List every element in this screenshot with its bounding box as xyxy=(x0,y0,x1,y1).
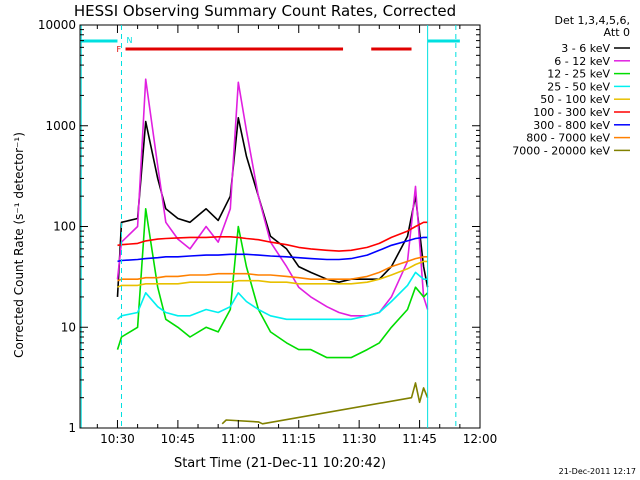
legend-label-2: 12 - 25 keV xyxy=(547,68,610,81)
y-tick-label-4: 10000 xyxy=(38,18,76,32)
plot-border xyxy=(79,24,481,429)
series-line-5 xyxy=(117,221,428,252)
legend-label-4: 50 - 100 keV xyxy=(540,93,610,106)
x-axis-label: Start Time (21-Dec-11 10:20:42) xyxy=(174,456,386,471)
y-tick-label-1: 10 xyxy=(61,320,76,334)
legend-label-1: 6 - 12 keV xyxy=(554,55,610,68)
legend-header-0: Det 1,3,4,5,6, xyxy=(554,14,630,27)
flare-flag-label: F xyxy=(117,45,122,54)
legend-label-3: 25 - 50 keV xyxy=(547,80,610,93)
series-line-4 xyxy=(117,260,428,288)
y-tick-label-0: 1 xyxy=(68,421,76,435)
y-tick-label-3: 1000 xyxy=(45,119,76,133)
x-tick-label-0: 10:30 xyxy=(100,432,135,446)
legend-header-1: Att 0 xyxy=(604,26,630,39)
series-line-8 xyxy=(221,382,429,425)
y-axis-label: Corrected Count Rate (s⁻¹ detector⁻¹) xyxy=(12,132,26,358)
chart-title: HESSI Observing Summary Count Rates, Cor… xyxy=(74,2,456,20)
axes: 10:30 10:45 11:00 11:15 11:30 11:45 12:00 1 10 10… xyxy=(38,18,497,446)
legend-label-8: 7000 - 20000 keV xyxy=(512,144,610,157)
series-line-2 xyxy=(116,208,429,359)
plot-area xyxy=(79,24,481,429)
x-tick-label-1: 10:45 xyxy=(161,432,196,446)
footer-timestamp: 21-Dec-2011 12:17 xyxy=(559,467,636,476)
y-tick-label-2: 100 xyxy=(53,220,76,234)
series-line-6 xyxy=(117,236,428,263)
x-tick-label-4: 11:30 xyxy=(342,432,377,446)
x-tick-label-5: 11:45 xyxy=(402,432,437,446)
series-line-3 xyxy=(116,271,428,321)
x-tick-label-3: 11:15 xyxy=(281,432,316,446)
legend-label-6: 300 - 800 keV xyxy=(533,119,610,132)
legend-label-7: 800 - 7000 keV xyxy=(526,132,610,145)
legend-label-0: 3 - 6 keV xyxy=(561,42,610,55)
x-tick-label-2: 11:00 xyxy=(221,432,256,446)
night-flag-label: N xyxy=(126,36,132,45)
x-tick-label-6: 12:00 xyxy=(463,432,498,446)
series-line-7 xyxy=(117,255,428,282)
series-line-1 xyxy=(116,78,429,317)
series-lines xyxy=(116,78,429,425)
legend-label-5: 100 - 300 keV xyxy=(533,106,610,119)
